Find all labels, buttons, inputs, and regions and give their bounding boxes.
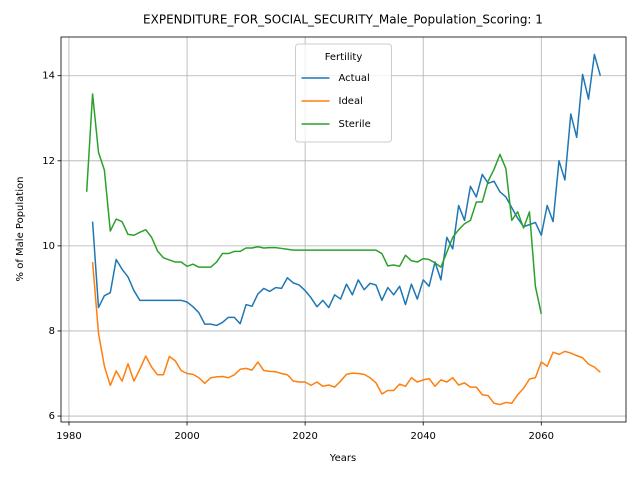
x-tick-label: 2040 — [410, 431, 435, 442]
y-tick-label: 8 — [49, 326, 55, 337]
x-tick-label: 1980 — [56, 431, 81, 442]
y-tick-label: 10 — [42, 241, 55, 252]
x-tick-label: 2060 — [529, 431, 554, 442]
legend-label: Sterile — [339, 119, 371, 130]
lines — [85, 53, 602, 406]
y-tick-label: 12 — [42, 156, 55, 167]
legend-label: Actual — [339, 73, 370, 84]
y-tick-label: 6 — [49, 411, 55, 422]
x-axis-label: Years — [329, 453, 356, 464]
x-tick-label: 2020 — [292, 431, 317, 442]
legend-label: Ideal — [339, 96, 363, 107]
plot-frame — [60, 36, 627, 423]
chart-title: EXPENDITURE_FOR_SOCIAL_SECURITY_Male_Pop… — [143, 13, 543, 27]
legend-title: Fertility — [325, 52, 363, 63]
y-axis-label: % of Male Population — [15, 177, 26, 282]
x-tick-label: 2000 — [174, 431, 199, 442]
y-tick-label: 14 — [42, 71, 55, 82]
legend-box — [295, 43, 392, 143]
legend: Fertility Actual Ideal Sterile — [295, 43, 392, 143]
series-line — [91, 261, 601, 406]
series-line — [85, 93, 543, 315]
